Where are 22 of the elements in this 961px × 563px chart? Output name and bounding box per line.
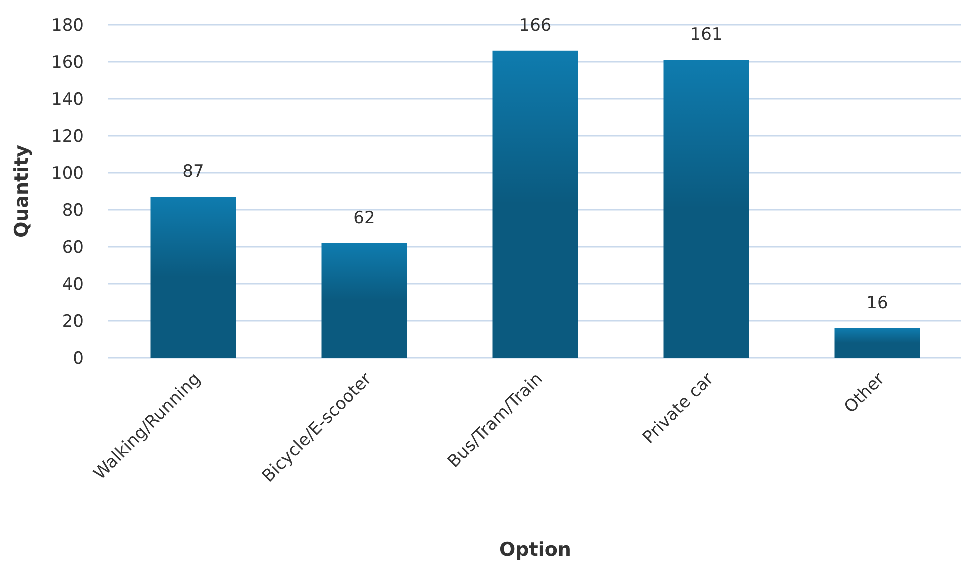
bar [664,60,750,358]
data-label: 166 [519,16,552,36]
y-tick-label: 140 [52,90,84,110]
y-tick-label: 80 [62,200,84,221]
data-label: 161 [690,25,723,46]
x-axis-title: Option [500,539,572,561]
data-label: 87 [182,162,204,182]
bar [834,328,920,358]
y-tick-label: 40 [62,274,84,295]
bar [492,50,578,358]
y-tick-label: 60 [62,238,84,258]
y-tick-label: 180 [52,16,84,36]
y-tick-label: 20 [62,312,84,332]
data-label: 16 [866,293,888,314]
y-tick-label: 120 [52,126,84,147]
y-tick-label: 160 [52,52,84,73]
bar [322,243,408,358]
data-label: 62 [354,208,376,228]
y-axis-title: Quantity [11,144,33,238]
y-tick-label: 100 [52,164,84,184]
bar [150,197,236,358]
y-tick-label: 0 [73,348,84,369]
